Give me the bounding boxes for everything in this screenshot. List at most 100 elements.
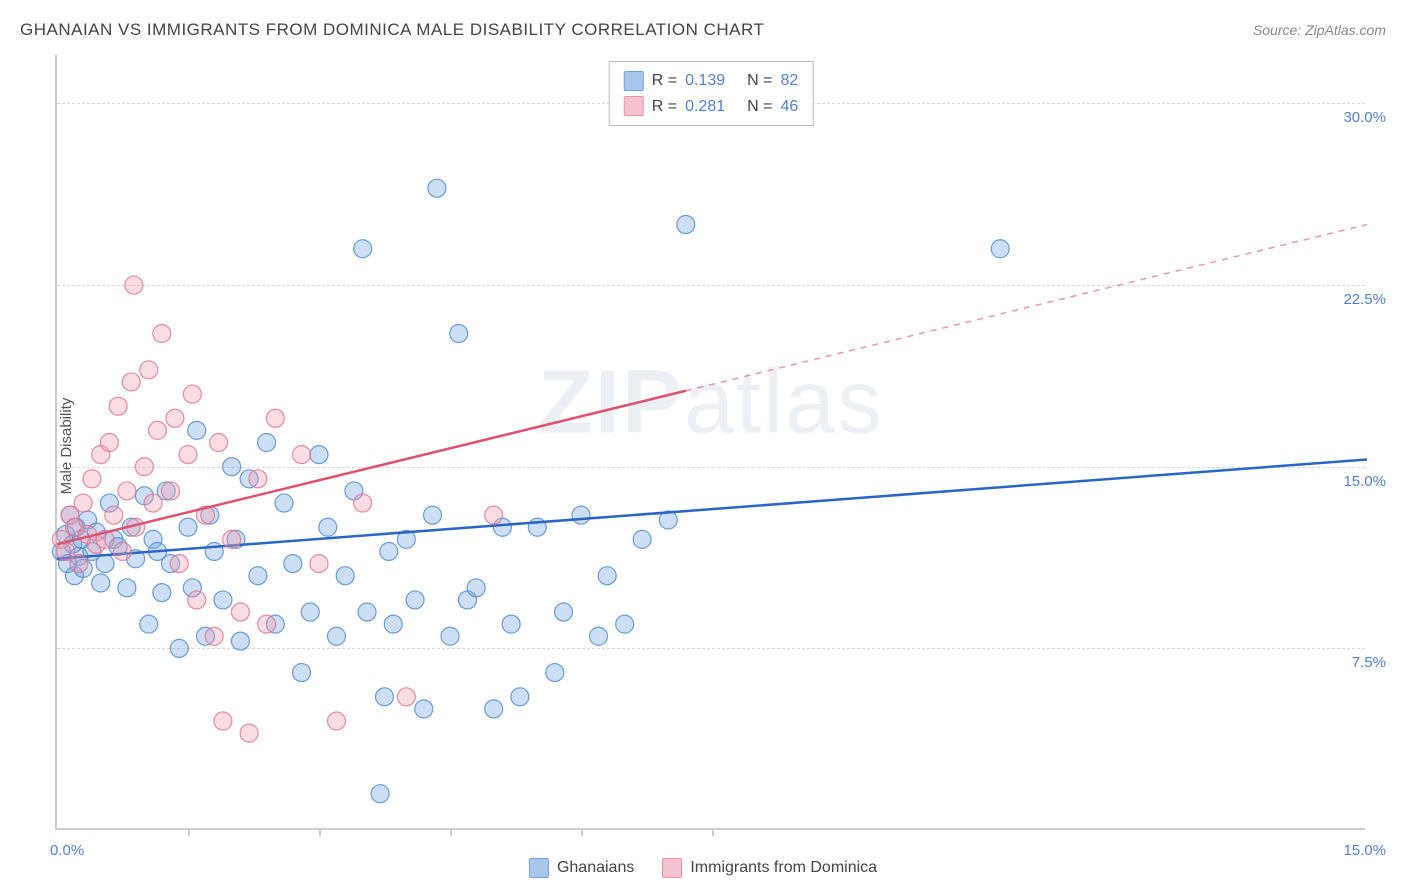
data-point bbox=[467, 579, 485, 597]
r-value-1: 0.139 bbox=[685, 68, 725, 94]
data-point bbox=[223, 458, 241, 476]
data-point bbox=[616, 615, 634, 633]
data-point bbox=[450, 325, 468, 343]
data-point bbox=[74, 494, 92, 512]
n-label: N = bbox=[747, 94, 772, 120]
data-point bbox=[135, 458, 153, 476]
chart-title: GHANAIAN VS IMMIGRANTS FROM DOMINICA MAL… bbox=[20, 20, 764, 40]
swatch-series1 bbox=[624, 71, 644, 91]
data-point bbox=[354, 494, 372, 512]
legend-label-1: Ghanaians bbox=[557, 859, 634, 877]
data-point bbox=[310, 555, 328, 573]
data-point bbox=[546, 664, 564, 682]
x-tick bbox=[712, 828, 714, 836]
r-label: R = bbox=[652, 94, 677, 120]
data-point bbox=[188, 591, 206, 609]
data-point bbox=[572, 506, 590, 524]
data-point bbox=[397, 688, 415, 706]
trend-line-dashed bbox=[686, 225, 1367, 391]
n-label: N = bbox=[747, 68, 772, 94]
data-point bbox=[140, 615, 158, 633]
data-point bbox=[100, 434, 118, 452]
data-point bbox=[511, 688, 529, 706]
data-point bbox=[144, 494, 162, 512]
data-point bbox=[148, 421, 166, 439]
y-tick-label: 7.5% bbox=[1352, 654, 1386, 671]
r-value-2: 0.281 bbox=[685, 94, 725, 120]
data-point bbox=[166, 409, 184, 427]
data-point bbox=[114, 542, 132, 560]
data-point bbox=[310, 446, 328, 464]
swatch-dominica bbox=[662, 858, 682, 878]
data-point bbox=[92, 574, 110, 592]
y-tick-label: 30.0% bbox=[1343, 109, 1386, 126]
data-point bbox=[210, 434, 228, 452]
data-point bbox=[284, 555, 302, 573]
data-point bbox=[96, 555, 114, 573]
data-point bbox=[249, 567, 267, 585]
data-point bbox=[83, 470, 101, 488]
data-point bbox=[485, 700, 503, 718]
source-attribution: Source: ZipAtlas.com bbox=[1253, 22, 1386, 38]
data-point bbox=[415, 700, 433, 718]
swatch-ghanaians bbox=[529, 858, 549, 878]
data-point bbox=[319, 518, 337, 536]
n-value-2: 46 bbox=[780, 94, 798, 120]
data-point bbox=[183, 385, 201, 403]
data-point bbox=[258, 615, 276, 633]
data-point bbox=[170, 555, 188, 573]
legend-row-series1: R = 0.139 N = 82 bbox=[624, 68, 799, 94]
data-point bbox=[598, 567, 616, 585]
series-legend: Ghanaians Immigrants from Dominica bbox=[529, 858, 877, 878]
plot-area: ZIPatlas R = 0.139 N = 82 R = 0.281 N = … bbox=[55, 55, 1365, 830]
data-point bbox=[170, 639, 188, 657]
data-point bbox=[214, 591, 232, 609]
legend-item-ghanaians: Ghanaians bbox=[529, 858, 634, 878]
data-point bbox=[301, 603, 319, 621]
data-point bbox=[293, 446, 311, 464]
data-point bbox=[371, 785, 389, 803]
data-point bbox=[118, 579, 136, 597]
data-point bbox=[485, 506, 503, 524]
data-point bbox=[205, 627, 223, 645]
data-point bbox=[105, 506, 123, 524]
x-tick bbox=[188, 828, 190, 836]
data-point bbox=[214, 712, 232, 730]
y-tick-label: 22.5% bbox=[1343, 291, 1386, 308]
data-point bbox=[153, 325, 171, 343]
x-tick bbox=[319, 828, 321, 836]
x-tick bbox=[450, 828, 452, 836]
data-point bbox=[502, 615, 520, 633]
data-point bbox=[424, 506, 442, 524]
data-point bbox=[70, 555, 88, 573]
swatch-series2 bbox=[624, 96, 644, 116]
data-point bbox=[231, 603, 249, 621]
data-point bbox=[555, 603, 573, 621]
data-point bbox=[162, 482, 180, 500]
r-label: R = bbox=[652, 68, 677, 94]
x-min-label: 0.0% bbox=[50, 842, 84, 859]
data-point bbox=[249, 470, 267, 488]
data-point bbox=[231, 632, 249, 650]
data-point bbox=[354, 240, 372, 258]
data-point bbox=[441, 627, 459, 645]
data-point bbox=[327, 627, 345, 645]
data-point bbox=[122, 373, 140, 391]
data-point bbox=[275, 494, 293, 512]
data-point bbox=[428, 179, 446, 197]
data-point bbox=[380, 542, 398, 560]
data-point bbox=[179, 446, 197, 464]
legend-row-series2: R = 0.281 N = 46 bbox=[624, 94, 799, 120]
legend-label-2: Immigrants from Dominica bbox=[690, 859, 877, 877]
scatter-plot bbox=[57, 55, 1365, 828]
data-point bbox=[118, 482, 136, 500]
data-point bbox=[125, 276, 143, 294]
x-tick bbox=[581, 828, 583, 836]
legend-item-dominica: Immigrants from Dominica bbox=[662, 858, 877, 878]
data-point bbox=[153, 584, 171, 602]
data-point bbox=[406, 591, 424, 609]
data-point bbox=[140, 361, 158, 379]
data-point bbox=[336, 567, 354, 585]
data-point bbox=[376, 688, 394, 706]
data-point bbox=[384, 615, 402, 633]
